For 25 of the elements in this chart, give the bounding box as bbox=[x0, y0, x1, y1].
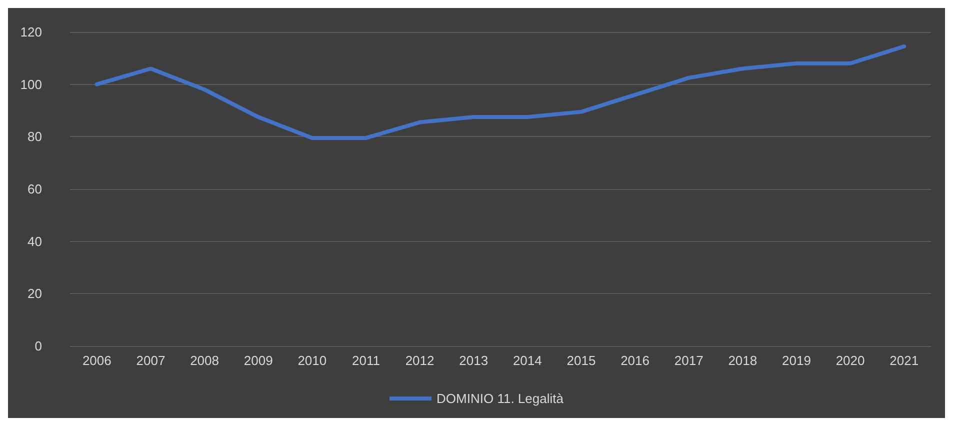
x-tick-label: 2007 bbox=[136, 353, 166, 368]
x-tick-label: 2020 bbox=[836, 353, 865, 368]
legend-label: DOMINIO 11. Legalità bbox=[436, 391, 564, 406]
y-tick-label: 0 bbox=[34, 338, 42, 354]
x-tick-label: 2008 bbox=[190, 353, 219, 368]
x-tick-label: 2013 bbox=[459, 353, 488, 368]
y-tick-label: 80 bbox=[28, 129, 42, 144]
x-tick-label: 2011 bbox=[352, 353, 380, 368]
x-tick-label: 2017 bbox=[674, 353, 704, 368]
x-tick-label: 2006 bbox=[82, 353, 112, 368]
x-tick-label: 2009 bbox=[244, 353, 273, 368]
x-tick-label: 2018 bbox=[728, 353, 758, 368]
y-tick-label: 60 bbox=[28, 182, 42, 196]
x-tick-label: 2010 bbox=[298, 353, 327, 368]
y-tick-label: 40 bbox=[28, 234, 42, 249]
x-tick-label: 2021 bbox=[890, 353, 919, 368]
y-tick-label: 20 bbox=[28, 286, 42, 302]
x-tick-label: 2019 bbox=[782, 353, 811, 368]
x-tick-label: 2014 bbox=[512, 353, 542, 368]
line-series bbox=[94, 44, 906, 140]
x-tick-label: 2015 bbox=[566, 353, 596, 368]
y-tick-label: 120 bbox=[20, 24, 42, 40]
x-tick-label: 2016 bbox=[620, 353, 650, 368]
x-tick-label: 2012 bbox=[405, 353, 434, 368]
y-tick-label: 100 bbox=[20, 76, 42, 92]
